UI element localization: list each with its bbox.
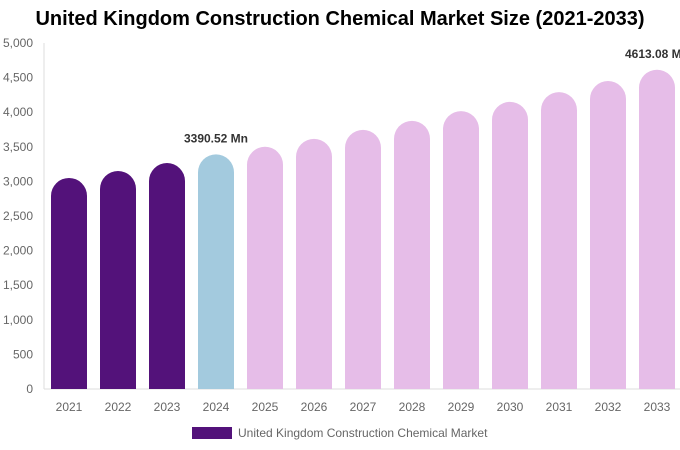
x-tick-label: 2030 — [497, 400, 524, 414]
bar-2023 — [149, 163, 185, 389]
bar-2025 — [247, 146, 283, 389]
x-tick-label: 2021 — [56, 400, 83, 414]
data-label: 4613.08 Mn — [625, 47, 680, 61]
x-tick-label: 2028 — [399, 400, 426, 414]
x-tick-label: 2022 — [105, 400, 132, 414]
y-tick-label: 3,500 — [3, 140, 33, 154]
bar-2027 — [345, 129, 381, 389]
x-tick-label: 2033 — [644, 400, 671, 414]
x-tick-label: 2029 — [448, 400, 475, 414]
y-tick-label: 1,500 — [3, 278, 33, 292]
legend-label: United Kingdom Construction Chemical Mar… — [238, 426, 488, 440]
bar-2028 — [394, 120, 430, 389]
x-tick-label: 2023 — [154, 400, 181, 414]
y-tick-label: 2,000 — [3, 244, 33, 258]
bar-2021 — [51, 177, 87, 389]
y-tick-label: 500 — [13, 347, 33, 361]
x-tick-label: 2025 — [252, 400, 279, 414]
y-tick-label: 0 — [26, 382, 33, 396]
bar-2022 — [100, 171, 136, 389]
x-tick-label: 2031 — [546, 400, 573, 414]
bar-2033 — [639, 69, 675, 389]
x-tick-label: 2026 — [301, 400, 328, 414]
y-tick-label: 1,000 — [3, 313, 33, 327]
chart-title: United Kingdom Construction Chemical Mar… — [35, 8, 645, 30]
bar-2031 — [541, 92, 577, 389]
data-label: 3390.52 Mn — [184, 131, 248, 145]
y-tick-label: 5,000 — [3, 36, 33, 50]
bar-2032 — [590, 81, 626, 389]
legend[interactable]: United Kingdom Construction Chemical Mar… — [192, 426, 487, 440]
x-tick-label: 2027 — [350, 400, 377, 414]
bar-2024 — [198, 154, 234, 389]
legend-swatch — [192, 427, 232, 439]
y-tick-label: 2,500 — [3, 209, 33, 223]
bar-2030 — [492, 101, 528, 389]
y-tick-label: 4,500 — [3, 71, 33, 85]
x-tick-label: 2024 — [203, 400, 230, 414]
bar-2026 — [296, 138, 332, 389]
x-tick-label: 2032 — [595, 400, 622, 414]
y-tick-label: 3,000 — [3, 174, 33, 188]
y-tick-label: 4,000 — [3, 105, 33, 119]
bar-2029 — [443, 111, 479, 390]
